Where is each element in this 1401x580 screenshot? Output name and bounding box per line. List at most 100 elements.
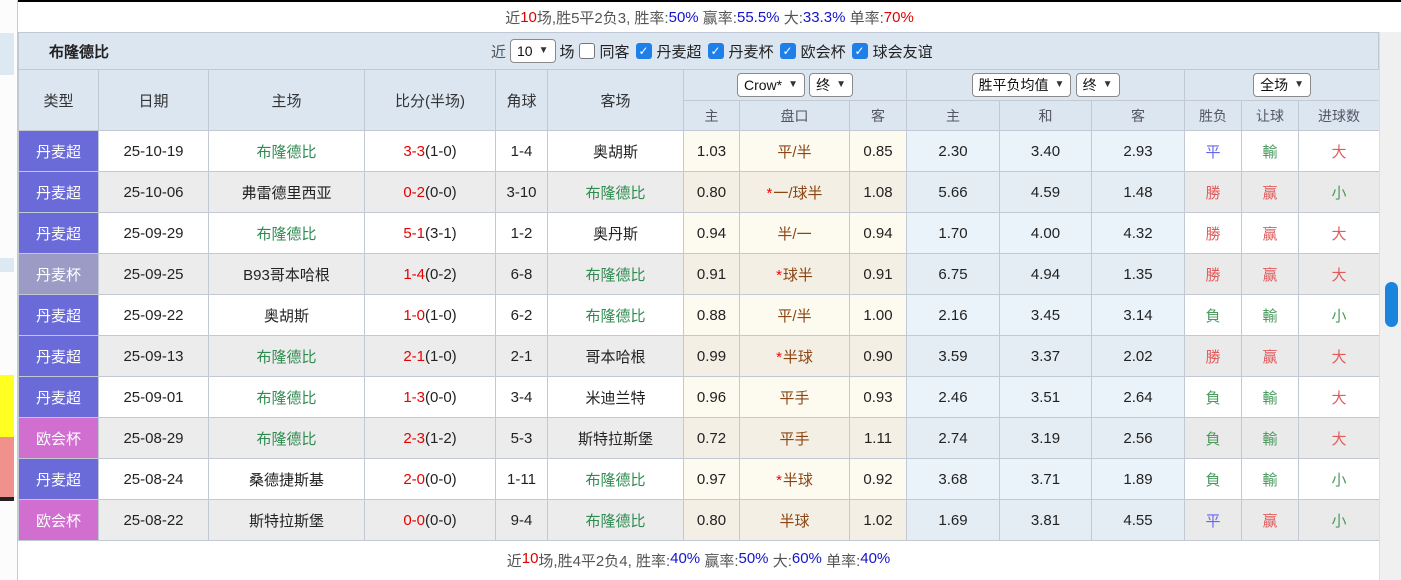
avg-away-odds: 4.32 — [1091, 212, 1186, 254]
match-count-select[interactable]: 10 ▼ — [510, 39, 556, 63]
team-filter-bar: 布隆德比 近 10 ▼ 场 同客 ✓ 丹麦超 ✓ 丹麦杯 ✓ 欧会杯 ✓ — [18, 32, 1379, 69]
league-filter-label: 丹麦超 — [656, 43, 702, 61]
corner-score: 2-1 — [495, 335, 548, 377]
crow-away-odds: 0.94 — [848, 212, 908, 254]
scope-select-group: 全场 ▼ — [1184, 69, 1381, 101]
crow-away-odds: 0.91 — [848, 253, 908, 295]
crow-away-odds: 0.93 — [848, 376, 908, 418]
corner-score: 1-4 — [495, 130, 548, 172]
matches-table: 类型 日期 主场 比分(半场) 角球 客场 Crow* ▼ 终 ▼ 胜平负均值 — [18, 69, 1381, 541]
crow-away-odds: 1.02 — [848, 499, 908, 541]
result-handicap: 輸 — [1241, 417, 1300, 459]
match-date: 25-08-29 — [98, 417, 209, 459]
home-team: 布隆德比 — [208, 130, 365, 172]
avg-home-odds: 2.30 — [906, 130, 1001, 172]
summary-label: 大: — [779, 9, 803, 27]
sub-header-away-odds: 客 — [848, 100, 908, 131]
sub-header-avg-draw: 和 — [999, 100, 1093, 131]
result-wdl: 勝 — [1184, 212, 1243, 254]
score: 0-2(0-0) — [364, 171, 496, 213]
big-rate: 33.3% — [802, 8, 846, 26]
league-filter-checkbox-super[interactable]: ✓ — [635, 43, 652, 59]
league-badge: 丹麦超 — [18, 458, 99, 500]
crow-away-odds: 1.08 — [848, 171, 908, 213]
table-row: 丹麦超 25-09-29 布隆德比 5-1(3-1) 1-2 奥丹斯 0.94 半/一 0.94… — [18, 212, 1381, 254]
home-team: 桑德捷斯基 — [208, 458, 365, 500]
summary-count: 10 — [521, 550, 539, 567]
odds-state-select[interactable]: 终 ▼ — [1075, 73, 1120, 97]
league-filter-checkbox-cup[interactable]: ✓ — [707, 43, 724, 59]
crow-home-odds: 0.97 — [683, 458, 740, 500]
crow-home-odds: 0.96 — [683, 376, 740, 418]
match-date: 25-09-29 — [98, 212, 209, 254]
avg-home-odds: 3.59 — [906, 335, 1001, 377]
league-filter-checkbox-euro[interactable]: ✓ — [779, 43, 796, 59]
col-header-corner: 角球 — [495, 69, 548, 131]
result-goals: 小 — [1298, 458, 1381, 500]
scrollbar-thumb[interactable] — [1385, 282, 1398, 327]
score: 5-1(3-1) — [364, 212, 496, 254]
table-row: 丹麦超 25-09-13 布隆德比 2-1(1-0) 2-1 哥本哈根 0.99 *半球 0.9… — [18, 335, 1381, 377]
scope-select[interactable]: 全场 ▼ — [1253, 73, 1311, 97]
avg-away-odds: 3.14 — [1091, 294, 1186, 336]
bookmaker-state-select[interactable]: 终 ▼ — [809, 73, 854, 97]
avg-away-odds: 2.64 — [1091, 376, 1186, 418]
sub-header-let: 让球 — [1241, 100, 1300, 131]
summary-label: 近 — [505, 9, 521, 27]
league-badge: 欧会杯 — [18, 499, 99, 541]
games-label: 场 — [559, 43, 575, 61]
score: 2-3(1-2) — [364, 417, 496, 459]
league-badge: 丹麦超 — [18, 376, 99, 418]
bookmaker-select[interactable]: Crow* ▼ — [736, 73, 805, 97]
sub-header-avg-away: 客 — [1091, 100, 1186, 131]
away-team: 哥本哈根 — [547, 335, 684, 377]
result-handicap: 輸 — [1241, 130, 1300, 172]
result-handicap: 赢 — [1241, 499, 1300, 541]
match-date: 25-09-01 — [98, 376, 209, 418]
handicap: 半/一 — [739, 212, 850, 254]
home-team: 奥胡斯 — [208, 294, 365, 336]
avg-draw-odds: 3.37 — [999, 335, 1093, 377]
summary-top: 近 10 场,胜5平2负3, 胜率: 50% 赢率: 55.5% 大: 33.3% 单率:… — [18, 0, 1401, 32]
odds-type-select[interactable]: 胜平负均值 ▼ — [971, 73, 1072, 97]
result-handicap: 赢 — [1241, 253, 1300, 295]
chevron-down-icon: ▼ — [538, 45, 549, 56]
match-date: 25-08-22 — [98, 499, 209, 541]
matches-tbody: 丹麦超 25-10-19 布隆德比 3-3(1-0) 1-4 奥胡斯 1.03 平/半 0.85… — [18, 130, 1381, 541]
result-goals: 大 — [1298, 335, 1381, 377]
score: 1-4(0-2) — [364, 253, 496, 295]
scrollbar-track[interactable] — [1379, 32, 1401, 580]
away-team: 斯特拉斯堡 — [547, 417, 684, 459]
avg-draw-odds: 3.19 — [999, 417, 1093, 459]
summary-label: 赢率: — [698, 9, 737, 27]
league-badge: 欧会杯 — [18, 417, 99, 459]
avg-away-odds: 1.48 — [1091, 171, 1186, 213]
result-handicap: 赢 — [1241, 171, 1300, 213]
result-wdl: 勝 — [1184, 253, 1243, 295]
league-filter-checkbox-friendly[interactable]: ✓ — [851, 43, 868, 59]
same-away-checkbox[interactable] — [578, 43, 595, 59]
home-team: 斯特拉斯堡 — [208, 499, 365, 541]
result-handicap: 輸 — [1241, 458, 1300, 500]
result-wdl: 平 — [1184, 130, 1243, 172]
handicap: 平手 — [739, 376, 850, 418]
score: 1-0(1-0) — [364, 294, 496, 336]
result-wdl: 平 — [1184, 499, 1243, 541]
col-header-score: 比分(半场) — [364, 69, 496, 131]
handicap: 平/半 — [739, 130, 850, 172]
home-team: 布隆德比 — [208, 376, 365, 418]
table-row: 欧会杯 25-08-29 布隆德比 2-3(1-2) 5-3 斯特拉斯堡 0.72 平手 1.1… — [18, 417, 1381, 459]
edge-block-blue — [0, 33, 14, 75]
team-name: 布隆德比 — [49, 43, 110, 61]
league-filter-label: 球会友谊 — [872, 43, 933, 61]
avg-draw-odds: 3.40 — [999, 130, 1093, 172]
avg-draw-odds: 3.81 — [999, 499, 1093, 541]
score: 3-3(1-0) — [364, 130, 496, 172]
avg-away-odds: 1.35 — [1091, 253, 1186, 295]
league-badge: 丹麦超 — [18, 212, 99, 254]
crow-home-odds: 0.72 — [683, 417, 740, 459]
away-team: 奥胡斯 — [547, 130, 684, 172]
sub-header-goals: 进球数 — [1298, 100, 1381, 131]
summary-label: 赢率: — [700, 553, 739, 570]
match-date: 25-09-22 — [98, 294, 209, 336]
